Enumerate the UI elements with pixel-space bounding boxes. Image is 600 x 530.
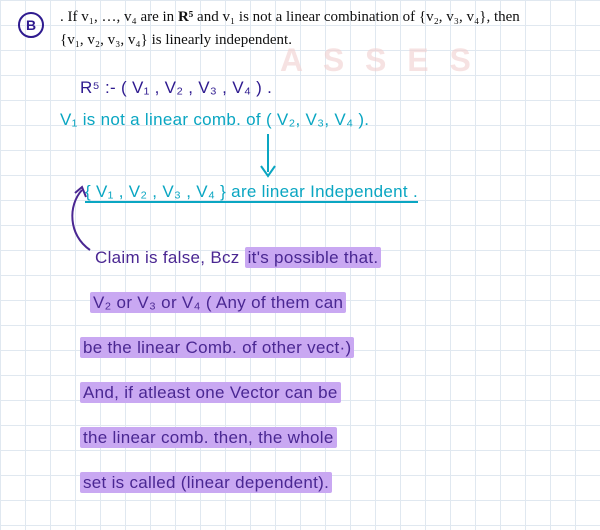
note-conclusion: { V₁ , V₂ , V₃ , V₄ } are linear Indepen… (85, 182, 418, 202)
claim-line4: And, if atleast one Vector can be (80, 383, 341, 403)
claim-line1a: Claim is false, Bcz (95, 248, 245, 267)
claim-line2-text: V₂ or V₃ or V₄ ( Any of them can (90, 292, 346, 313)
problem-marker-circle: B (18, 12, 44, 38)
problem-line1: . If v₁, …, v₄ are in R⁵ and v₁ is not a… (60, 6, 520, 29)
note-r5: R⁵ :- ( V₁ , V₂ , V₃ , V₄ ) . (80, 78, 272, 98)
claim-line1b: it's possible that. (245, 247, 382, 268)
problem-line2: {v₁, v₂, v₃, v₄} is linearly independent… (60, 29, 520, 52)
problem-marker: B (26, 17, 36, 33)
claim-line2: V₂ or V₃ or V₄ ( Any of them can (90, 293, 346, 313)
claim-line6-text: set is called (linear dependent). (80, 472, 332, 493)
claim-line1: Claim is false, Bcz it's possible that. (95, 248, 381, 268)
note-premise: V₁ is not a linear comb. of ( V₂, V₃, V₄… (60, 110, 369, 130)
claim-line3: be the linear Comb. of other vect·) (80, 338, 354, 358)
claim-line5-text: the linear comb. then, the whole (80, 427, 337, 448)
arrow-down-icon (258, 132, 278, 180)
claim-line4-text: And, if atleast one Vector can be (80, 382, 341, 403)
claim-line3-text: be the linear Comb. of other vect·) (80, 337, 354, 358)
curve-arrow-icon (60, 185, 100, 255)
claim-line6: set is called (linear dependent). (80, 473, 332, 493)
claim-line5: the linear comb. then, the whole (80, 428, 337, 448)
note-conclusion-text: { V₁ , V₂ , V₃ , V₄ } are linear Indepen… (85, 182, 418, 203)
problem-R5: R⁵ (178, 9, 193, 25)
problem-statement: . If v₁, …, v₄ are in R⁵ and v₁ is not a… (60, 6, 520, 51)
problem-line1a: . If v₁, …, v₄ are in (60, 9, 178, 25)
problem-line1b: and v₁ is not a linear combination of {v… (193, 9, 520, 25)
